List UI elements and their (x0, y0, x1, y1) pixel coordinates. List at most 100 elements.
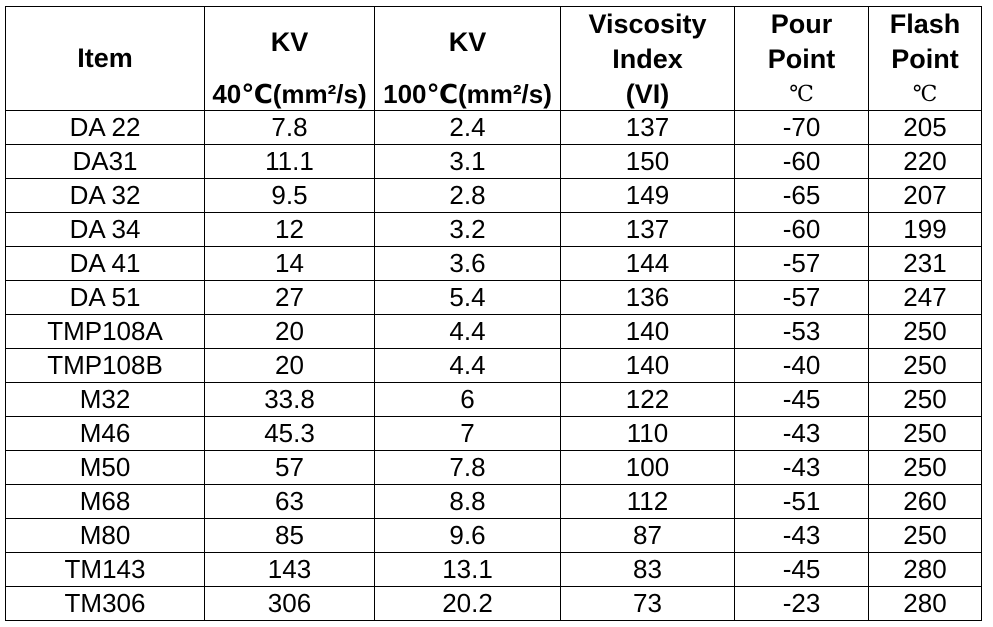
cell-item: M80 (5, 518, 205, 553)
table-row: M68 63 8.8 112 -51 260 (5, 484, 982, 519)
cell-flash-point: 199 (868, 212, 982, 247)
cell-flash-point: 205 (868, 110, 982, 145)
cell-pour-point: -60 (734, 212, 869, 247)
table-row: M50 57 7.8 100 -43 250 (5, 450, 982, 485)
table-row: TMP108A 20 4.4 140 -53 250 (5, 314, 982, 349)
header-kv40-unit: 40℃(mm²/s) (212, 79, 367, 109)
cell-viscosity-index: 122 (560, 382, 735, 417)
table-row: DA 41 14 3.6 144 -57 231 (5, 246, 982, 281)
cell-item: M50 (5, 450, 205, 485)
table-row: DA 51 27 5.4 136 -57 247 (5, 280, 982, 315)
cell-viscosity-index: 136 (560, 280, 735, 315)
cell-kv40: 20 (204, 314, 375, 349)
header-pour-unit: ℃ (789, 82, 814, 107)
cell-kv40: 20 (204, 348, 375, 383)
table-row: DA 34 12 3.2 137 -60 199 (5, 212, 982, 247)
cell-kv100: 9.6 (374, 518, 561, 553)
table-row: TM143 143 13.1 83 -45 280 (5, 552, 982, 587)
cell-kv40: 143 (204, 552, 375, 587)
cell-item: TMP108A (5, 314, 205, 349)
cell-pour-point: -45 (734, 552, 869, 587)
header-viscosity-index: Viscosity Index (VI) (560, 6, 735, 111)
cell-kv100: 7.8 (374, 450, 561, 485)
cell-flash-point: 247 (868, 280, 982, 315)
cell-flash-point: 280 (868, 552, 982, 587)
cell-flash-point: 220 (868, 144, 982, 179)
cell-pour-point: -60 (734, 144, 869, 179)
header-vi-line2: Index (612, 44, 683, 74)
cell-kv100: 4.4 (374, 314, 561, 349)
cell-viscosity-index: 150 (560, 144, 735, 179)
cell-pour-point: -43 (734, 416, 869, 451)
cell-kv40: 7.8 (204, 110, 375, 145)
cell-viscosity-index: 73 (560, 586, 735, 621)
header-pour-line2: Point (767, 44, 836, 74)
cell-kv100: 7 (374, 416, 561, 451)
header-pour-line1: Pour (770, 9, 833, 39)
cell-kv40: 63 (204, 484, 375, 519)
cell-kv40: 27 (204, 280, 375, 315)
header-item: Item (5, 6, 205, 111)
table-row: M32 33.8 6 122 -45 250 (5, 382, 982, 417)
spec-table-container: Item KV 40℃(mm²/s) KV 100℃(mm²/s) Viscos… (5, 6, 982, 621)
cell-kv40: 306 (204, 586, 375, 621)
cell-pour-point: -43 (734, 450, 869, 485)
cell-pour-point: -51 (734, 484, 869, 519)
cell-kv40: 33.8 (204, 382, 375, 417)
cell-pour-point: -65 (734, 178, 869, 213)
cell-item: DA 32 (5, 178, 205, 213)
header-kv100-unit: 100℃(mm²/s) (383, 79, 552, 109)
table-row: DA 32 9.5 2.8 149 -65 207 (5, 178, 982, 213)
cell-viscosity-index: 83 (560, 552, 735, 587)
cell-viscosity-index: 137 (560, 110, 735, 145)
cell-flash-point: 250 (868, 382, 982, 417)
cell-flash-point: 250 (868, 518, 982, 553)
cell-item: DA 41 (5, 246, 205, 281)
cell-pour-point: -45 (734, 382, 869, 417)
cell-flash-point: 280 (868, 586, 982, 621)
header-kv100-title: KV (448, 27, 487, 57)
header-kv40: KV 40℃(mm²/s) (204, 6, 375, 111)
cell-item: DA 51 (5, 280, 205, 315)
table-row: DA31 11.1 3.1 150 -60 220 (5, 144, 982, 179)
cell-kv40: 45.3 (204, 416, 375, 451)
header-kv100: KV 100℃(mm²/s) (374, 6, 561, 111)
cell-viscosity-index: 110 (560, 416, 735, 451)
cell-viscosity-index: 140 (560, 314, 735, 349)
header-vi-line1: Viscosity (588, 9, 707, 39)
cell-item: M46 (5, 416, 205, 451)
cell-kv40: 14 (204, 246, 375, 281)
cell-viscosity-index: 140 (560, 348, 735, 383)
cell-item: TM143 (5, 552, 205, 587)
cell-kv100: 20.2 (374, 586, 561, 621)
cell-flash-point: 260 (868, 484, 982, 519)
cell-pour-point: -70 (734, 110, 869, 145)
lubricant-spec-table: Item KV 40℃(mm²/s) KV 100℃(mm²/s) Viscos… (5, 6, 982, 621)
cell-viscosity-index: 100 (560, 450, 735, 485)
header-pour-point: Pour Point ℃ (734, 6, 869, 111)
cell-kv100: 4.4 (374, 348, 561, 383)
cell-kv100: 5.4 (374, 280, 561, 315)
header-flash-line1: Flash (889, 9, 961, 39)
cell-flash-point: 207 (868, 178, 982, 213)
cell-kv100: 3.1 (374, 144, 561, 179)
cell-kv40: 85 (204, 518, 375, 553)
cell-kv40: 12 (204, 212, 375, 247)
cell-kv100: 3.6 (374, 246, 561, 281)
cell-item: DA31 (5, 144, 205, 179)
header-row: Item KV 40℃(mm²/s) KV 100℃(mm²/s) Viscos… (5, 6, 982, 111)
cell-pour-point: -43 (734, 518, 869, 553)
cell-pour-point: -40 (734, 348, 869, 383)
table-row: M80 85 9.6 87 -43 250 (5, 518, 982, 553)
table-body: DA 22 7.8 2.4 137 -70 205 DA31 11.1 3.1 150 -60 220… (5, 110, 982, 621)
cell-pour-point: -57 (734, 246, 869, 281)
header-vi-line3: (VI) (625, 79, 670, 109)
header-kv40-title: KV (270, 27, 309, 57)
cell-viscosity-index: 149 (560, 178, 735, 213)
cell-viscosity-index: 112 (560, 484, 735, 519)
header-item-label: Item (77, 43, 133, 73)
cell-kv100: 6 (374, 382, 561, 417)
cell-item: DA 34 (5, 212, 205, 247)
cell-pour-point: -53 (734, 314, 869, 349)
cell-item: M68 (5, 484, 205, 519)
